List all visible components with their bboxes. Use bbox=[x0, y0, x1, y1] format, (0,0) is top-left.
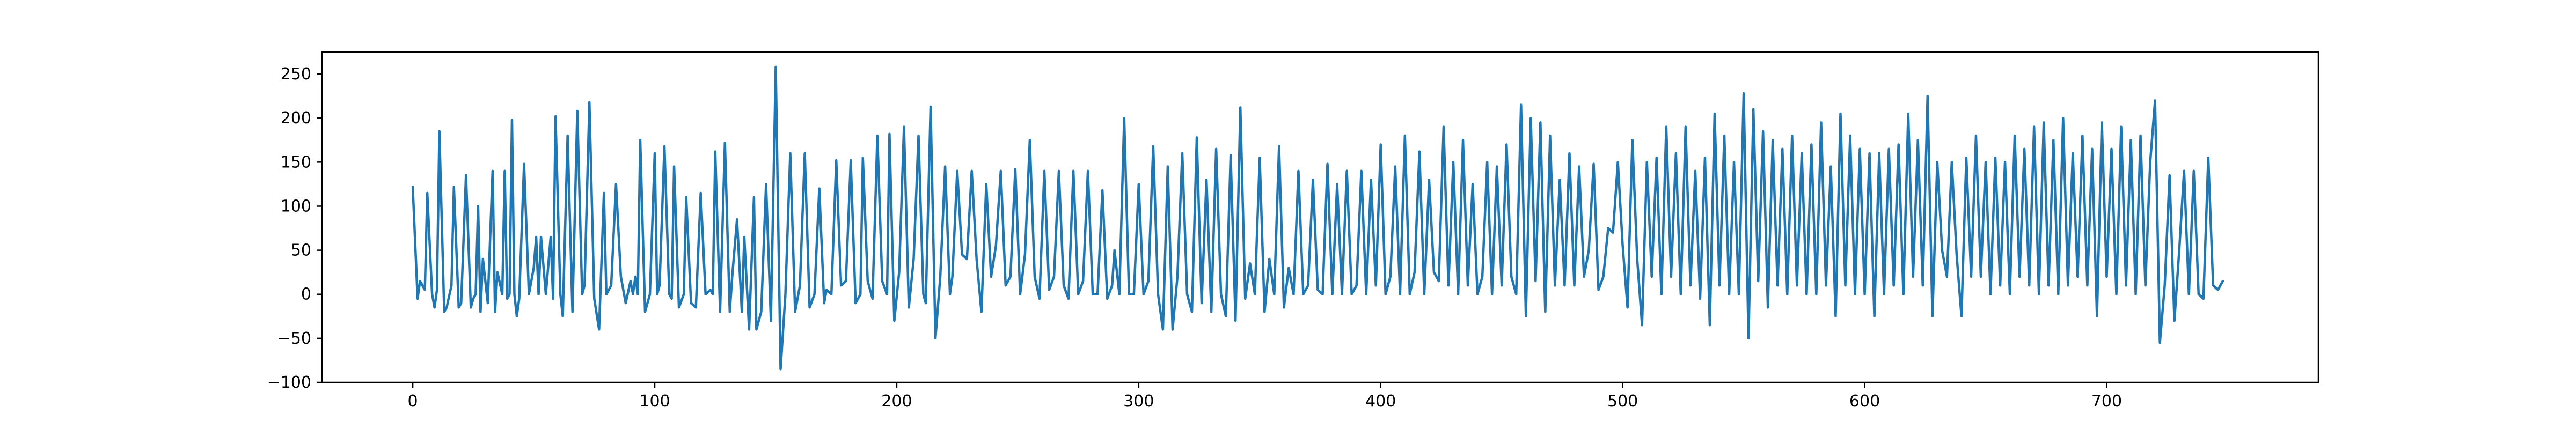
y-tick-label: 250 bbox=[281, 65, 311, 84]
x-tick-label: 600 bbox=[1849, 392, 1880, 411]
y-tick-label: 200 bbox=[281, 109, 311, 128]
plot-frame bbox=[321, 51, 2319, 383]
y-tick-label: 150 bbox=[281, 153, 311, 172]
x-axis: 0 100 200 300 400 500 600 700 bbox=[408, 382, 2122, 411]
x-tick-label: 0 bbox=[408, 392, 418, 411]
x-tick-label: 100 bbox=[639, 392, 670, 411]
series-line-0 bbox=[411, 65, 2224, 371]
plot-area bbox=[411, 65, 2224, 371]
x-tick-label: 200 bbox=[881, 392, 912, 411]
x-tick-label: 300 bbox=[1123, 392, 1154, 411]
x-tick-label: 400 bbox=[1365, 392, 1396, 411]
y-tick-label: −50 bbox=[277, 329, 311, 348]
y-tick-label: 50 bbox=[291, 241, 311, 260]
y-tick-label: 0 bbox=[301, 285, 311, 304]
x-tick-label: 500 bbox=[1607, 392, 1638, 411]
y-axis: −100 −50 0 50 100 150 200 250 bbox=[267, 65, 322, 392]
y-tick-label: −100 bbox=[267, 373, 311, 392]
y-tick-label: 100 bbox=[281, 197, 311, 216]
x-tick-label: 700 bbox=[2091, 392, 2122, 411]
